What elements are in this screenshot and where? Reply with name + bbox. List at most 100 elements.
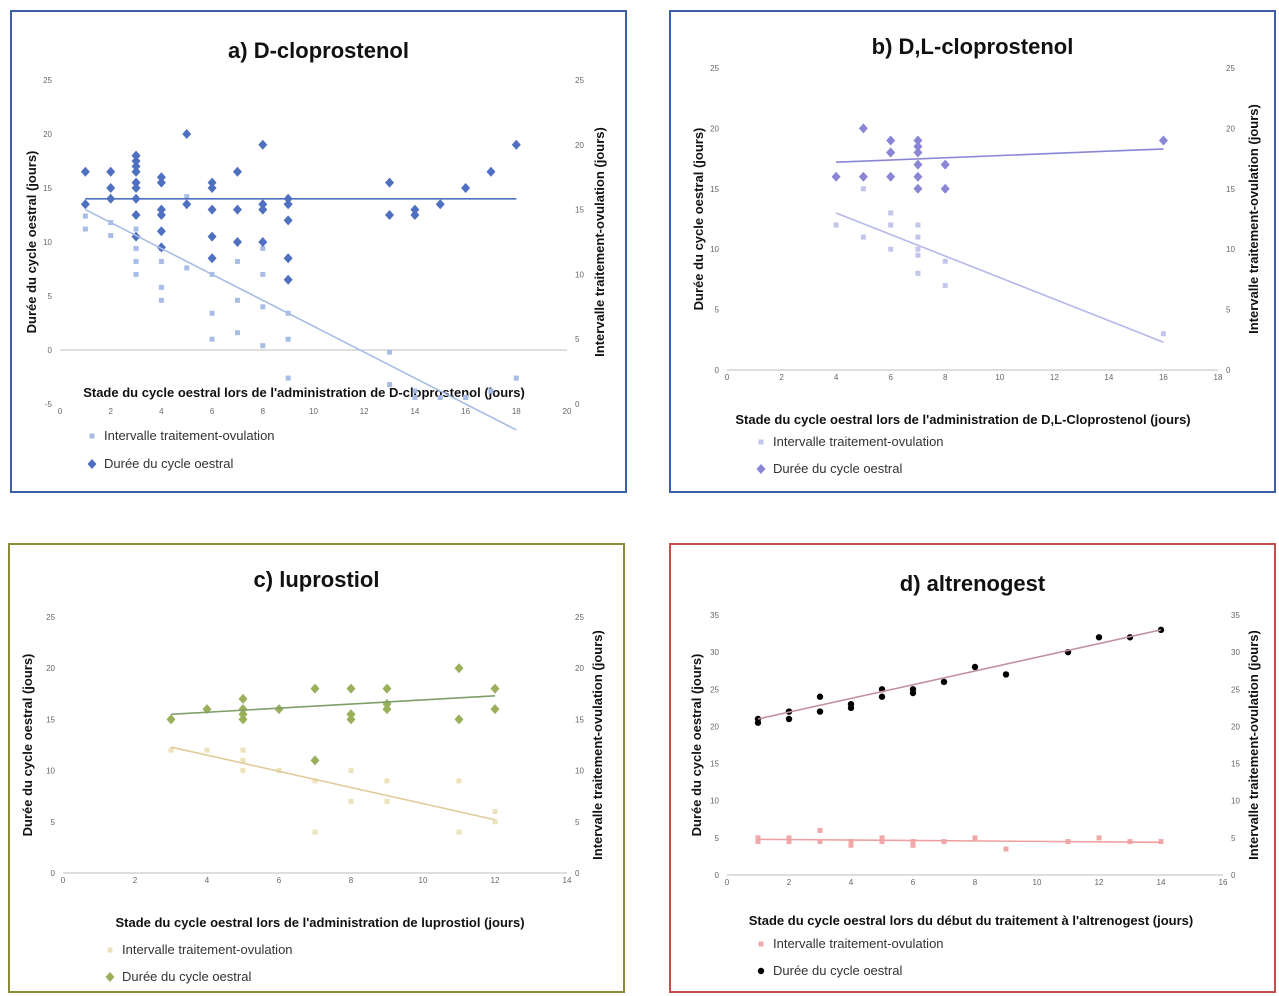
data-point — [909, 689, 917, 697]
data-point — [817, 827, 823, 833]
x-tick-label: 8 — [973, 878, 978, 887]
y-tick-label: 10 — [46, 767, 55, 776]
chart-panel-dl-cloprostenol: b) D,L-cloprostenol 0 2 4 6 8 10 12 14 16 18 0 5 10 15… — [669, 10, 1276, 493]
y-tick-label: -5 — [45, 400, 53, 409]
data-point — [258, 199, 268, 210]
y-tick-label: 15 — [710, 760, 719, 769]
y-tick-label: 0 — [715, 871, 720, 880]
data-point — [888, 222, 894, 228]
data-point — [346, 683, 356, 694]
series-duree-points — [80, 129, 521, 285]
y-tick-label: 0 — [51, 869, 56, 878]
data-point — [1160, 331, 1166, 337]
data-point — [816, 708, 824, 715]
data-point — [860, 234, 866, 240]
data-point — [156, 172, 166, 183]
data-point — [131, 183, 141, 193]
y-axis-label: Durée du cycle oestral (jours) — [689, 654, 704, 837]
series-duree-points — [831, 123, 1168, 194]
x-axis-label: Stade du cycle oestral lors du début du … — [749, 913, 1193, 928]
y-right-tick-label: 15 — [575, 206, 584, 215]
legend-marker — [87, 459, 97, 469]
data-point — [131, 177, 141, 188]
legend-marker — [107, 947, 113, 953]
data-point — [1095, 634, 1103, 641]
x-tick-label: 14 — [563, 876, 572, 885]
trendline — [170, 746, 496, 821]
legend-marker — [89, 433, 95, 439]
x-tick-label: 12 — [1050, 373, 1059, 382]
trendline — [836, 148, 1164, 164]
x-tick-label: 12 — [1095, 878, 1104, 887]
data-point — [260, 304, 266, 310]
data-point — [1096, 835, 1102, 841]
data-point — [454, 663, 464, 674]
chart-title: c) luprostiol — [254, 567, 380, 592]
x-tick-label: 6 — [911, 878, 916, 887]
data-point — [260, 245, 266, 251]
data-point — [786, 839, 792, 845]
y-tick-label: 20 — [46, 664, 55, 673]
y-right-tick-label: 5 — [575, 818, 580, 827]
data-point — [240, 757, 246, 763]
x-tick-label: 4 — [159, 407, 164, 416]
trendline — [757, 838, 1162, 844]
data-point — [166, 714, 176, 725]
chart-panel-altrenogest: d) altrenogest 0 2 4 6 8 10 12 14 16 0 5 10 15 20 25 30 3… — [669, 543, 1276, 993]
legend: Intervalle traitement-ovulation Durée du … — [105, 942, 293, 984]
y-tick-label: 10 — [710, 245, 719, 254]
data-point — [232, 166, 242, 177]
y-right-tick-label: 0 — [1231, 871, 1236, 880]
y-tick-label: 25 — [710, 64, 719, 73]
x-tick-label: 10 — [419, 876, 428, 885]
data-point — [1158, 135, 1168, 146]
data-point — [283, 199, 293, 210]
data-point — [878, 693, 886, 700]
data-point — [283, 215, 293, 226]
y-right-tick-label: 15 — [575, 715, 584, 724]
data-point — [940, 159, 950, 170]
series-intervalle-points — [82, 194, 519, 401]
y-tick-label: 25 — [710, 685, 719, 694]
y-right-tick-label: 10 — [575, 270, 584, 279]
data-point — [283, 274, 293, 285]
data-point — [131, 166, 141, 177]
data-point — [158, 297, 164, 303]
x-tick-label: 10 — [1033, 878, 1042, 887]
data-point — [156, 204, 166, 215]
data-point — [385, 177, 395, 188]
data-point — [184, 194, 190, 200]
x-tick-label: 8 — [261, 407, 266, 416]
data-point — [207, 253, 217, 264]
x-tick-label: 0 — [725, 373, 730, 382]
legend-marker — [757, 967, 765, 975]
chart-svg: a) D-cloprostenol 0 2 4 6 8 10 12 14 16 18 20 -5 0 5 10… — [24, 38, 607, 471]
data-point — [348, 798, 354, 804]
x-tick-label: 6 — [210, 407, 215, 416]
data-point — [860, 186, 866, 192]
data-point — [831, 171, 841, 182]
data-point — [940, 183, 950, 194]
y-tick-label: 5 — [715, 834, 720, 843]
chart-title: b) D,L-cloprostenol — [872, 34, 1074, 59]
data-point — [913, 159, 923, 170]
y-right-tick-label: 0 — [575, 869, 580, 878]
data-point — [168, 747, 174, 753]
legend-label: Durée du cycle oestral — [122, 969, 251, 984]
data-point — [209, 310, 215, 316]
data-point — [915, 270, 921, 276]
data-point — [131, 161, 141, 172]
y-right-tick-label: 15 — [1226, 185, 1235, 194]
y-tick-label: 25 — [46, 613, 55, 622]
y-right-tick-label: 5 — [1226, 306, 1231, 315]
data-point — [156, 177, 166, 188]
y-axis-label-right: Intervalle traitement-ovulation (jours) — [1246, 104, 1261, 334]
y-right-tick-label: 10 — [1226, 245, 1235, 254]
data-point — [158, 258, 164, 264]
x-tick-label: 0 — [725, 878, 730, 887]
legend: Intervalle traitement-ovulation Durée du … — [757, 936, 944, 978]
y-right-tick-label: 0 — [1226, 366, 1231, 375]
data-point — [209, 336, 215, 342]
data-point — [942, 258, 948, 264]
